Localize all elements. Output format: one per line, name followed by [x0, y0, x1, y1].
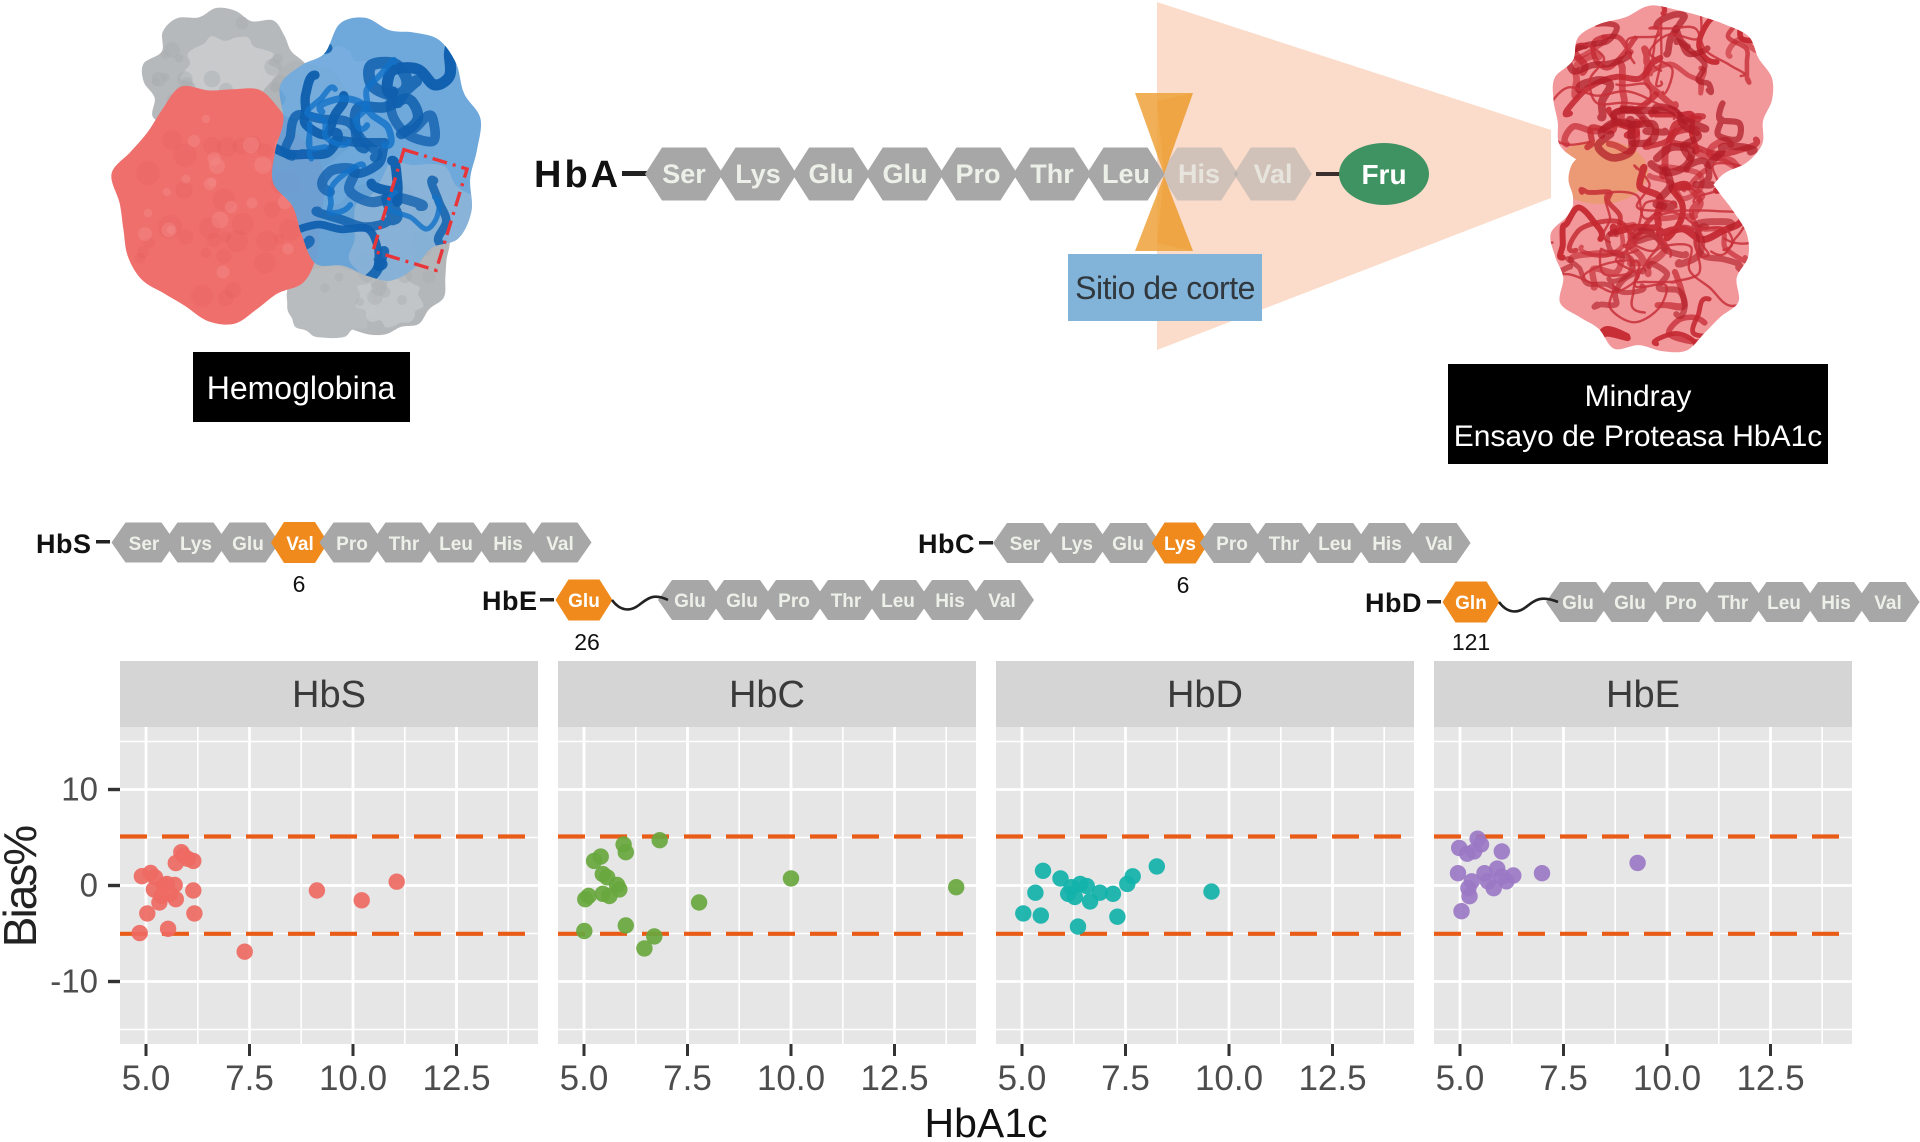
svg-text:Ser: Ser	[662, 159, 706, 189]
svg-text:Leu: Leu	[1102, 159, 1150, 189]
svg-text:HbA1c: HbA1c	[924, 1100, 1047, 1142]
svg-text:Glu: Glu	[883, 159, 928, 189]
svg-text:HbD: HbD	[1365, 588, 1422, 618]
svg-text:Leu: Leu	[439, 534, 473, 555]
svg-text:Pro: Pro	[955, 159, 1000, 189]
svg-text:26: 26	[574, 629, 600, 655]
svg-text:Val: Val	[546, 534, 573, 555]
svg-text:Thr: Thr	[389, 534, 420, 555]
svg-text:Gln: Gln	[1455, 593, 1487, 614]
svg-text:10.0: 10.0	[1633, 1059, 1701, 1098]
svg-text:5.0: 5.0	[122, 1059, 171, 1098]
svg-text:Glu: Glu	[568, 591, 600, 612]
svg-text:7.5: 7.5	[1539, 1059, 1588, 1098]
svg-text:Glu: Glu	[726, 591, 758, 612]
svg-text:5.0: 5.0	[560, 1059, 609, 1098]
svg-text:HbS: HbS	[36, 529, 92, 559]
svg-text:Val: Val	[1253, 159, 1292, 189]
svg-text:Bias%: Bias%	[0, 826, 46, 947]
svg-text:Pro: Pro	[1665, 593, 1697, 614]
svg-text:121: 121	[1452, 629, 1490, 655]
svg-text:Lys: Lys	[735, 159, 781, 189]
svg-text:Lys: Lys	[180, 534, 212, 555]
svg-text:His: His	[1821, 593, 1851, 614]
svg-text:6: 6	[1177, 572, 1190, 598]
svg-text:10.0: 10.0	[1195, 1059, 1263, 1098]
svg-text:Glu: Glu	[674, 591, 706, 612]
svg-text:HbA: HbA	[534, 154, 621, 196]
svg-text:10: 10	[61, 771, 98, 808]
svg-text:Glu: Glu	[1614, 593, 1646, 614]
svg-text:7.5: 7.5	[225, 1059, 274, 1098]
svg-text:7.5: 7.5	[663, 1059, 712, 1098]
svg-text:12.5: 12.5	[422, 1059, 490, 1098]
svg-text:HbC: HbC	[729, 674, 805, 716]
svg-text:Ser: Ser	[129, 534, 160, 555]
svg-text:Glu: Glu	[1562, 593, 1594, 614]
svg-text:Thr: Thr	[831, 591, 862, 612]
svg-text:Pro: Pro	[336, 534, 368, 555]
svg-text:Sitio de corte: Sitio de corte	[1075, 270, 1255, 306]
svg-text:Lys: Lys	[1164, 534, 1196, 555]
svg-text:Val: Val	[988, 591, 1015, 612]
svg-text:10.0: 10.0	[757, 1059, 825, 1098]
svg-text:12.5: 12.5	[1736, 1059, 1804, 1098]
svg-text:0: 0	[80, 867, 98, 904]
svg-text:Leu: Leu	[1767, 593, 1801, 614]
svg-text:Leu: Leu	[881, 591, 915, 612]
svg-text:Thr: Thr	[1718, 593, 1749, 614]
svg-text:His: His	[935, 591, 965, 612]
svg-text:Glu: Glu	[809, 159, 854, 189]
svg-text:HbS: HbS	[292, 674, 366, 716]
svg-text:Hemoglobina: Hemoglobina	[207, 370, 396, 406]
svg-text:HbC: HbC	[918, 529, 975, 559]
svg-text:Val: Val	[1874, 593, 1901, 614]
svg-text:Glu: Glu	[232, 534, 264, 555]
svg-text:His: His	[1178, 159, 1220, 189]
svg-text:-10: -10	[50, 963, 98, 1000]
svg-text:6: 6	[293, 571, 306, 597]
svg-text:Leu: Leu	[1318, 534, 1352, 555]
svg-text:HbD: HbD	[1167, 674, 1243, 716]
svg-text:His: His	[1372, 534, 1402, 555]
svg-text:HbE: HbE	[482, 586, 538, 616]
svg-text:Ensayo de Proteasa HbA1c: Ensayo de Proteasa HbA1c	[1454, 420, 1823, 453]
svg-text:Pro: Pro	[778, 591, 810, 612]
svg-text:Thr: Thr	[1030, 159, 1074, 189]
svg-text:7.5: 7.5	[1101, 1059, 1150, 1098]
svg-text:Val: Val	[1425, 534, 1452, 555]
svg-text:10.0: 10.0	[319, 1059, 387, 1098]
svg-text:Fru: Fru	[1361, 159, 1406, 190]
svg-text:Val: Val	[286, 534, 313, 555]
svg-text:5.0: 5.0	[1436, 1059, 1485, 1098]
svg-text:Pro: Pro	[1216, 534, 1248, 555]
svg-text:12.5: 12.5	[1298, 1059, 1366, 1098]
svg-text:Mindray: Mindray	[1585, 380, 1692, 413]
svg-text:Ser: Ser	[1010, 534, 1041, 555]
svg-text:5.0: 5.0	[998, 1059, 1047, 1098]
svg-text:HbE: HbE	[1606, 674, 1680, 716]
svg-text:His: His	[493, 534, 523, 555]
svg-text:12.5: 12.5	[860, 1059, 928, 1098]
svg-text:Thr: Thr	[1269, 534, 1300, 555]
svg-text:Glu: Glu	[1112, 534, 1144, 555]
svg-text:Lys: Lys	[1061, 534, 1093, 555]
